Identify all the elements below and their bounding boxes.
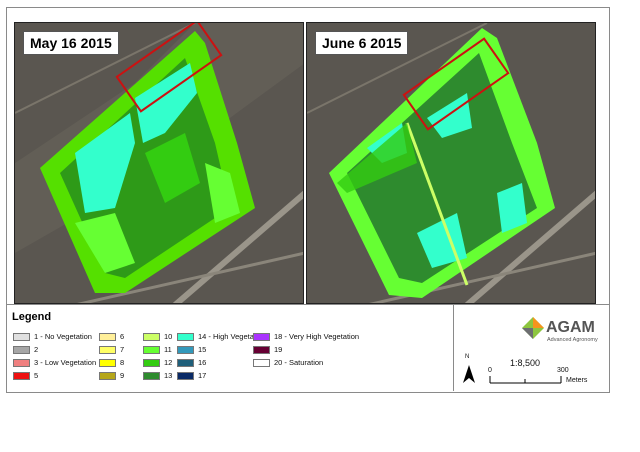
legend-swatch (13, 358, 30, 367)
date-label-may: May 16 2015 (23, 31, 119, 55)
date-label-june: June 6 2015 (315, 31, 409, 55)
legend-item-20: 20 - Saturation (253, 358, 323, 367)
legend-label: 19 (274, 345, 283, 354)
legend-swatch (143, 332, 160, 341)
legend-item-1: 1 - No Vegetation (13, 332, 92, 341)
legend-label: 3 - Low Vegetation (34, 358, 97, 367)
legend-swatch (253, 358, 270, 367)
legend-divider (453, 305, 454, 391)
map-image-june (307, 23, 595, 303)
scale-start: 0 (488, 367, 492, 374)
scale-ratio: 1:8,500 (510, 358, 541, 368)
legend-label: 15 (198, 345, 207, 354)
legend-item-14: 14 - High Vegetation (177, 332, 266, 341)
legend-swatch (99, 332, 116, 341)
legend-label: 13 (164, 371, 173, 380)
legend-swatch (13, 345, 30, 354)
legend-swatch (177, 371, 194, 380)
legend-label: 5 (34, 371, 39, 380)
legend-swatch (253, 332, 270, 341)
legend-item-8: 8 (99, 358, 124, 367)
scale-unit: Meters (566, 377, 588, 384)
legend-label: 6 (120, 332, 125, 341)
legend-label: 8 (120, 358, 125, 367)
legend-item-17: 17 (177, 371, 206, 380)
legend-item-19: 19 (253, 345, 282, 354)
legend-label: 17 (198, 371, 207, 380)
legend-label: 2 (34, 345, 39, 354)
legend-label: 16 (198, 358, 207, 367)
legend-title: Legend (12, 311, 52, 323)
legend-swatch (177, 332, 194, 341)
legend-label: 11 (164, 345, 172, 354)
legend-swatch (177, 345, 194, 354)
legend-swatch (143, 371, 160, 380)
legend-swatch (13, 332, 30, 341)
legend-item-11: 11 (143, 345, 172, 354)
legend-item-2: 2 (13, 345, 38, 354)
legend-swatch (143, 345, 160, 354)
legend-swatch (13, 371, 30, 380)
legend-item-7: 7 (99, 345, 124, 354)
legend-label: 20 - Saturation (274, 358, 324, 367)
legend-item-6: 6 (99, 332, 124, 341)
legend-separator (6, 304, 610, 305)
legend-item-15: 15 (177, 345, 206, 354)
legend-item-3: 3 - Low Vegetation (13, 358, 96, 367)
legend-label: 14 - High Vegetation (198, 332, 266, 341)
legend-item-12: 12 (143, 358, 172, 367)
legend: Legend 1 - No Vegetation 2 3 - Low Veget… (7, 305, 453, 389)
legend-swatch (143, 358, 160, 367)
legend-item-13: 13 (143, 371, 172, 380)
legend-swatch (253, 345, 270, 354)
legend-swatch (99, 358, 116, 367)
legend-item-18: 18 - Very High Vegetation (253, 332, 359, 341)
agam-logo-icon (522, 317, 544, 339)
legend-item-5: 5 (13, 371, 38, 380)
legend-label: 9 (120, 371, 125, 380)
legend-swatch (99, 345, 116, 354)
scale-bar (489, 376, 562, 384)
map-panel-june: June 6 2015 (306, 22, 596, 304)
legend-item-16: 16 (177, 358, 206, 367)
legend-item-10: 10 (143, 332, 172, 341)
north-arrow-icon (463, 365, 475, 383)
legend-label: 18 - Very High Vegetation (274, 332, 360, 341)
legend-label: 7 (120, 345, 125, 354)
legend-label: 12 (164, 358, 173, 367)
north-label: N (465, 354, 470, 360)
logo-tagline: Advanced Agronomy (547, 337, 598, 343)
map-panel-may: May 16 2015 (14, 22, 304, 304)
legend-swatch (177, 358, 194, 367)
legend-swatch (99, 371, 116, 380)
scale-end: 300 (557, 367, 569, 374)
legend-label: 1 - No Vegetation (34, 332, 92, 341)
legend-item-9: 9 (99, 371, 124, 380)
logo-name: AGAM (546, 319, 595, 336)
legend-label: 10 (164, 332, 173, 341)
map-image-may (15, 23, 303, 303)
